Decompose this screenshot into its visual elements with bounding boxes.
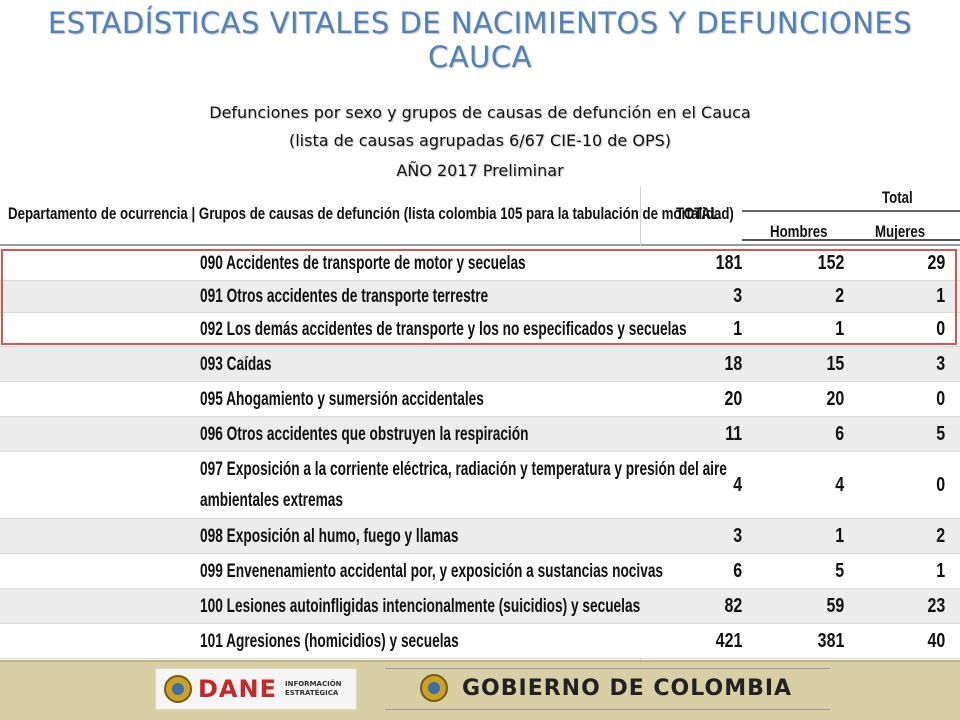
header-bottom-rule — [742, 239, 960, 241]
column-header-total-group: Total — [882, 188, 913, 207]
dane-logo: DANE INFORMACIÓN ESTRATÉGICA — [155, 668, 357, 710]
row-cause: 091 Otros accidentes de transporte terre… — [200, 286, 489, 307]
row-total: 1 — [733, 318, 742, 340]
row-cause: 097 Exposición a la corriente eléctrica,… — [200, 452, 932, 518]
footer-divider — [385, 709, 830, 710]
row-hombres: 381 — [817, 629, 844, 652]
footer-divider — [385, 668, 830, 669]
row-hombres: 1 — [835, 318, 844, 340]
row-mujeres: 0 — [936, 387, 945, 410]
row-hombres: 2 — [835, 285, 844, 307]
subtitle-line-2: (lista de causas agrupadas 6/67 CIE-10 d… — [288, 131, 671, 150]
row-total: 181 — [715, 251, 742, 274]
table-row: 095 Ahogamiento y sumersión accidentales… — [0, 382, 960, 417]
table-body: 090 Accidentes de transporte de motor y … — [0, 246, 960, 659]
row-hombres: 152 — [817, 251, 844, 274]
table-row: 098 Exposición al humo, fuego y llamas 3… — [0, 519, 960, 554]
row-cause: 095 Ahogamiento y sumersión accidentales — [200, 388, 484, 410]
table-row: 101 Agresiones (homicidios) y secuelas 4… — [0, 624, 960, 659]
deaths-table: Departamento de ocurrencia | Grupos de c… — [0, 186, 960, 662]
government-logo: GOBIERNO DE COLOMBIA — [420, 670, 792, 706]
table-row: 099 Envenenamiento accidental por, y exp… — [0, 554, 960, 589]
dane-wordmark: DANE — [198, 675, 277, 703]
row-cause: 101 Agresiones (homicidios) y secuelas — [200, 630, 459, 652]
row-mujeres: 2 — [936, 524, 945, 547]
row-mujeres: 3 — [936, 352, 945, 375]
row-mujeres: 1 — [936, 285, 945, 307]
column-header-mujeres: Mujeres — [875, 222, 926, 241]
table-header: Departamento de ocurrencia | Grupos de c… — [0, 186, 960, 246]
table-row: 100 Lesiones autoinfligidas intencionalm… — [0, 589, 960, 624]
row-cause: 100 Lesiones autoinfligidas intencionalm… — [200, 595, 641, 617]
coat-of-arms-icon — [420, 674, 448, 702]
subtitle-line-3: AÑO 2017 Preliminar — [396, 161, 564, 180]
table-row: 090 Accidentes de transporte de motor y … — [0, 246, 960, 281]
subtitle-line-1: Defunciones por sexo y grupos de causas … — [209, 103, 751, 122]
table-row: 097 Exposición a la corriente eléctrica,… — [0, 452, 960, 519]
row-cause: 092 Los demás accidentes de transporte y… — [200, 319, 687, 340]
row-total: 20 — [724, 387, 742, 410]
column-header-group: Departamento de ocurrencia | Grupos de c… — [8, 204, 734, 223]
row-total: 4 — [733, 473, 742, 496]
row-total: 82 — [724, 594, 742, 617]
row-total: 3 — [733, 285, 742, 307]
government-wordmark: GOBIERNO DE COLOMBIA — [462, 675, 793, 701]
row-mujeres: 40 — [927, 629, 945, 652]
row-cause: 090 Accidentes de transporte de motor y … — [200, 252, 526, 274]
row-cause: 098 Exposición al humo, fuego y llamas — [200, 525, 459, 547]
row-hombres: 1 — [835, 524, 844, 547]
row-mujeres: 1 — [936, 559, 945, 582]
row-hombres: 6 — [835, 422, 844, 445]
title-line-2: CAUCA — [428, 40, 532, 74]
row-hombres: 15 — [826, 352, 844, 375]
coat-of-arms-icon — [164, 675, 192, 703]
column-header-hombres: Hombres — [770, 222, 828, 241]
row-cause-line-2: ambientales extremas — [200, 490, 343, 511]
row-hombres: 20 — [826, 387, 844, 410]
row-total: 18 — [724, 352, 742, 375]
row-mujeres: 0 — [936, 318, 945, 340]
page-title: ESTADÍSTICAS VITALES DE NACIMIENTOS Y DE… — [0, 6, 960, 74]
row-mujeres: 0 — [936, 473, 945, 496]
dane-tagline: INFORMACIÓN ESTRATÉGICA — [284, 680, 342, 697]
row-cause: 093 Caídas — [200, 353, 272, 375]
header-divider — [742, 210, 960, 212]
row-cause: 096 Otros accidentes que obstruyen la re… — [200, 423, 529, 445]
title-line-1: ESTADÍSTICAS VITALES DE NACIMIENTOS Y DE… — [47, 6, 913, 40]
row-cause: 099 Envenenamiento accidental por, y exp… — [200, 560, 664, 582]
table-row: 091 Otros accidentes de transporte terre… — [0, 281, 960, 313]
column-header-total: TOTAL — [676, 204, 719, 223]
row-total: 11 — [725, 422, 742, 445]
row-mujeres: 23 — [927, 594, 945, 617]
row-total: 3 — [733, 524, 742, 547]
row-mujeres: 5 — [936, 422, 945, 445]
row-total: 421 — [715, 629, 742, 652]
table-row: 092 Los demás accidentes de transporte y… — [0, 313, 960, 347]
row-mujeres: 29 — [927, 251, 945, 274]
row-hombres: 5 — [835, 559, 844, 582]
row-hombres: 59 — [826, 594, 844, 617]
row-cause-line-1: 097 Exposición a la corriente eléctrica,… — [200, 459, 727, 480]
row-hombres: 4 — [835, 473, 844, 496]
table-row: 093 Caídas 18 15 3 — [0, 347, 960, 382]
row-total: 6 — [733, 559, 742, 582]
table-row: 096 Otros accidentes que obstruyen la re… — [0, 417, 960, 452]
